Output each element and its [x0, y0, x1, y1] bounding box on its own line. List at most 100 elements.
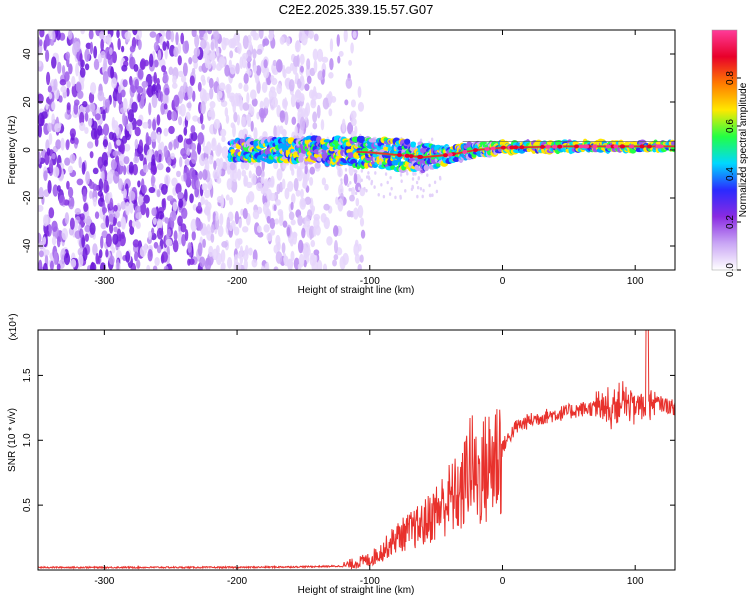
- spectrogram-noise-cell: [64, 212, 70, 225]
- spectrogram-noise-cell: [260, 109, 265, 123]
- spectrogram-noise-cell: [388, 192, 392, 196]
- spectrogram-noise-cell: [184, 158, 191, 166]
- spectrogram-noise-cell: [256, 225, 262, 234]
- spectrogram-noise-cell: [83, 202, 89, 212]
- spectrogram-x-axis-label: Height of straight line (km): [298, 285, 415, 296]
- spectrogram-noise-cell: [428, 183, 431, 188]
- spectrogram-noise-cell: [92, 183, 98, 191]
- spectrogram-noise-cell: [42, 262, 48, 270]
- spectrogram-noise-cell: [102, 71, 109, 85]
- spectrogram-noise-cell: [70, 258, 77, 268]
- spectrogram-noise-cell: [300, 108, 306, 118]
- spectrogram-noise-cell: [354, 169, 358, 174]
- spectrogram-noise-cell: [306, 209, 313, 220]
- spectrogram-noise-cell: [51, 113, 55, 125]
- spectrogram-noise-cell: [151, 207, 157, 217]
- spectrogram-noise-cell: [93, 58, 100, 71]
- spectrogram-noise-cell: [116, 30, 120, 39]
- spectrogram-noise-cell: [294, 90, 302, 99]
- spectrogram-noise-cell: [219, 157, 224, 168]
- spectrogram-noise-cell: [190, 218, 198, 232]
- spectrogram-noise-cell: [262, 38, 266, 48]
- spectrogram-peak-cell: [552, 144, 558, 149]
- spectrogram-noise-cell: [226, 256, 233, 269]
- spectrogram-noise-cell: [47, 122, 53, 133]
- spectrogram-noise-cell: [64, 71, 70, 82]
- spectrogram-noise-cell: [184, 188, 188, 203]
- spectrogram-noise-cell: [138, 139, 144, 153]
- spectrogram-noise-cell: [93, 45, 98, 59]
- spectrogram-noise-cell: [266, 232, 273, 242]
- spectrogram-noise-cell: [284, 187, 290, 200]
- spectrogram-noise-cell: [266, 215, 271, 224]
- spectrogram-noise-cell: [246, 92, 250, 105]
- spectrogram-noise-cell: [380, 182, 383, 187]
- spectrogram-noise-cell: [173, 230, 178, 241]
- spectrogram-noise-cell: [68, 196, 75, 210]
- spectrogram-noise-cell: [112, 216, 117, 226]
- spectrogram-noise-cell: [136, 119, 143, 127]
- spectrogram-noise-cell: [157, 210, 165, 220]
- spectrogram-noise-cell: [426, 173, 429, 177]
- spectrogram-noise-cell: [152, 118, 157, 131]
- spectrogram-noise-cell: [89, 151, 94, 159]
- spectrogram-noise-cell: [157, 49, 162, 62]
- spectrogram-noise-cell: [128, 190, 136, 201]
- spectrogram-noise-cell: [58, 194, 66, 206]
- spectrogram-noise-cell: [172, 239, 179, 253]
- spectrogram-noise-cell: [241, 169, 247, 177]
- spectrogram-noise-cell: [142, 121, 149, 129]
- spectrogram-noise-cell: [344, 168, 348, 172]
- spectrogram-noise-cell: [150, 130, 157, 143]
- spectrogram-noise-cell: [291, 168, 295, 176]
- spectrogram-noise-cell: [78, 122, 86, 132]
- spectrogram-noise-cell: [416, 194, 419, 199]
- spectrogram-noise-cell: [156, 245, 162, 254]
- spectrogram-signal-cell: [323, 139, 331, 143]
- spectrogram-peak-cell: [397, 153, 403, 158]
- spectrogram-noise-cell: [221, 241, 228, 248]
- spectrogram-noise-cell: [213, 160, 217, 170]
- spectrogram-noise-cell: [53, 78, 58, 91]
- spectrogram-noise-cell: [180, 75, 187, 83]
- spectrogram-noise-cell: [273, 125, 278, 138]
- spectrogram-noise-cell: [171, 82, 178, 89]
- spectrogram-noise-cell: [200, 100, 206, 115]
- spectrogram-peak-cell: [473, 148, 479, 153]
- spectrogram-noise-cell: [312, 86, 317, 97]
- spectrogram-noise-cell: [200, 39, 207, 50]
- x-tick-label: -100: [360, 276, 380, 287]
- spectrogram-noise-cell: [61, 64, 66, 76]
- spectrogram-noise-cell: [242, 208, 248, 220]
- spectrogram-noise-cell: [178, 70, 184, 78]
- spectrogram-peak-cell: [619, 144, 625, 149]
- spectrogram-noise-cell: [328, 72, 334, 79]
- spectrogram-noise-cell: [269, 192, 276, 202]
- spectrogram-noise-cell: [120, 142, 125, 155]
- spectrogram-noise-cell: [190, 131, 198, 142]
- spectrogram-noise-cell: [296, 78, 302, 89]
- spectrogram-noise-cell: [282, 99, 289, 108]
- spectrogram-peak-cell: [578, 144, 584, 149]
- spectrogram-noise-cell: [204, 189, 211, 199]
- spectrogram-noise-cell: [270, 75, 275, 82]
- spectrogram-noise-cell: [156, 77, 160, 86]
- y-tick-label: 1.0: [22, 433, 33, 447]
- spectrogram-noise-cell: [289, 239, 294, 247]
- spectrogram-noise-cell: [354, 125, 358, 135]
- spectrogram-noise-cell: [108, 213, 114, 222]
- spectrogram-noise-cell: [156, 188, 161, 198]
- spectrogram-noise-cell: [221, 136, 226, 143]
- spectrogram-noise-cell: [400, 179, 403, 183]
- spectrogram-noise-cell: [431, 193, 434, 198]
- spectrogram-noise-cell: [117, 221, 122, 228]
- spectrogram-noise-cell: [309, 32, 313, 40]
- spectrogram-noise-cell: [156, 162, 164, 171]
- spectrogram-noise-cell: [282, 162, 287, 170]
- spectrogram-noise-cell: [365, 175, 369, 179]
- spectrogram-noise-cell: [279, 36, 285, 45]
- spectrogram-noise-cell: [327, 91, 333, 105]
- spectrogram-noise-cell: [200, 196, 205, 205]
- spectrogram-noise-cell: [312, 111, 318, 123]
- spectrogram-noise-cell: [242, 35, 249, 50]
